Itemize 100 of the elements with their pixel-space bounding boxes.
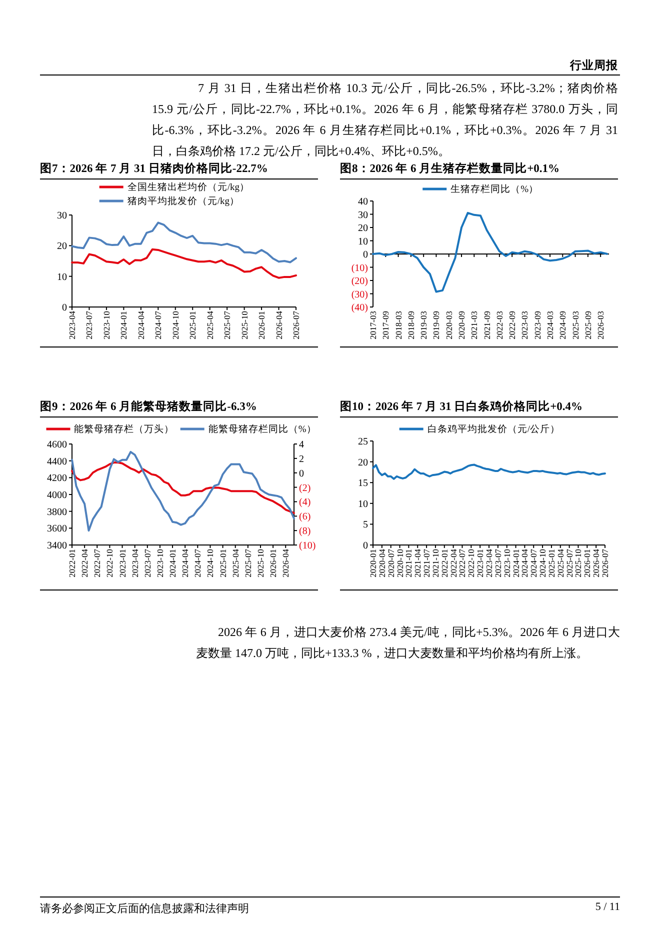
y-tick-label: 0	[62, 302, 67, 314]
x-tick-label: 2022-07	[92, 549, 102, 578]
x-tick-label: 2019-03	[418, 311, 429, 340]
legend-label: 白条鸡平均批发价（元/公斤）	[427, 423, 560, 435]
x-tick-label: 2024-01	[510, 549, 521, 578]
y-tick-label: 25	[358, 436, 368, 448]
x-tick-label: 2024-07	[153, 311, 164, 340]
y-tick-label: 20	[57, 241, 67, 252]
x-tick-label: 2025-04	[230, 548, 240, 578]
x-tick-label: 2025-07	[222, 311, 232, 340]
text: 2026 年 6 月，进口大麦价格 273.4 美元/吨，同比+5.3%。2026 年 6 月进口大麦数量 147.0 万吨，同比+133.3 %，进口大麦数量和平均价格均有所上涨。	[196, 624, 620, 662]
y-tick-label: 3600	[47, 524, 67, 535]
x-tick-label: 2020-07	[386, 549, 396, 578]
y2-tick-label: (8)	[299, 526, 311, 538]
x-tick-label: 2022-07	[457, 549, 468, 578]
x-tick-label: 2025-07	[564, 549, 574, 578]
y-tick-label: 4400	[47, 456, 67, 468]
y2-tick-label: (10)	[299, 540, 316, 552]
x-tick-label: 2025-01	[546, 549, 556, 578]
y-tick-label: 10	[358, 498, 368, 510]
x-tick-label: 2025-01	[218, 549, 228, 578]
x-tick-label: 2024-04	[520, 548, 530, 578]
x-tick-label: 2022-10	[104, 549, 115, 578]
x-tick-label: 2026-01	[582, 549, 592, 578]
y-tick-label: (30)	[351, 289, 368, 300]
y2-tick-label: (4)	[299, 497, 311, 508]
x-tick-label: 2025-07	[242, 549, 253, 578]
y2-tick-label: 2	[299, 454, 304, 465]
y-tick-label: 5	[363, 520, 368, 531]
legend-label: 能繁母猪存栏（万头）	[74, 423, 174, 435]
line-series	[372, 212, 608, 293]
x-tick-label: 2026-04	[280, 548, 291, 578]
y-tick-label: (20)	[351, 276, 368, 287]
x-tick-label: 2025-10	[255, 549, 266, 578]
x-tick-label: 2023-04	[130, 548, 140, 578]
y-tick-label: 4200	[47, 473, 67, 484]
x-tick-label: 2024-10	[170, 311, 180, 340]
y-tick-label: 10	[358, 236, 368, 248]
x-tick-label: 2023-04	[484, 548, 494, 578]
x-tick-label: 2024-09	[558, 311, 568, 340]
x-tick-label: 2024-01	[118, 311, 129, 340]
x-tick-label: 2026-01	[268, 549, 278, 578]
x-tick-label: 2024-07	[192, 549, 203, 578]
text: 行业周报	[570, 58, 618, 73]
y-tick-label: 30	[358, 210, 368, 221]
x-tick-label: 2023-07	[84, 311, 94, 340]
x-tick-label: 2023-03	[520, 311, 530, 340]
y-tick-label: (40)	[351, 302, 368, 314]
chart-title: 图8：2026 年 6 月生猪存栏数量同比+0.1%	[340, 161, 560, 175]
x-tick-label: 2022-04	[80, 548, 90, 578]
x-tick-label: 2023-10	[101, 311, 112, 340]
x-tick-label: 2024-07	[528, 549, 539, 578]
x-tick-label: 2024-10	[205, 549, 216, 578]
x-tick-label: 2024-04	[136, 310, 146, 340]
x-tick-label: 2022-10	[466, 549, 476, 578]
x-tick-label: 2020-09	[456, 311, 466, 340]
x-tick-label: 2025-04	[555, 548, 566, 578]
y-tick-label: 30	[57, 210, 67, 222]
line-series	[71, 450, 295, 532]
x-tick-label: 2021-03	[469, 311, 480, 340]
legend-label: 猪肉平均批发价（元/kg）	[127, 195, 240, 207]
x-tick-label: 2022-01	[67, 549, 77, 578]
x-tick-label: 2022-04	[448, 548, 458, 578]
legend-label: 能繁母猪存栏同比（%）	[208, 423, 316, 435]
x-tick-label: 2020-04	[376, 548, 387, 578]
x-tick-label: 2024-01	[168, 549, 178, 578]
x-tick-label: 2025-10	[239, 311, 250, 340]
x-tick-label: 2021-10	[430, 549, 440, 578]
x-tick-label: 2024-04	[180, 548, 190, 578]
y-tick-label: 0	[363, 250, 368, 260]
y2-tick-label: 4	[299, 440, 304, 450]
x-tick-label: 2023-09	[532, 311, 542, 340]
y-tick-label: 4000	[47, 490, 67, 501]
chart-title: 图9：2026 年 6 月能繁母猪数量同比-6.3%	[40, 399, 257, 413]
x-tick-label: 2026-04	[591, 548, 602, 578]
x-tick-label: 2023-10	[154, 549, 165, 578]
line-series	[71, 248, 297, 279]
x-tick-label: 2021-01	[404, 549, 414, 578]
x-tick-label: 2025-10	[573, 549, 584, 578]
x-tick-label: 2020-03	[444, 311, 454, 340]
x-tick-label: 2018-09	[406, 311, 416, 340]
x-tick-label: 2025-09	[582, 311, 593, 340]
x-tick-label: 2025-03	[570, 311, 580, 340]
y-tick-label: 20	[358, 457, 368, 468]
x-tick-label: 2023-10	[502, 549, 512, 578]
legend-label: 全国生猪出栏均价（元/kg）	[127, 181, 250, 193]
line-series	[372, 464, 606, 480]
x-tick-label: 2017-03	[368, 311, 378, 340]
x-tick-label: 2021-09	[482, 311, 492, 340]
y2-tick-label: (6)	[299, 512, 311, 523]
line-series	[71, 222, 297, 264]
y-tick-label: 20	[358, 223, 368, 234]
line-series	[71, 462, 295, 514]
y-tick-label: 15	[358, 478, 368, 490]
x-tick-label: 2026-07	[291, 311, 301, 340]
y-tick-label: (10)	[351, 262, 368, 274]
x-tick-label: 2025-01	[188, 311, 198, 340]
x-tick-label: 2017-09	[380, 311, 391, 340]
y-tick-label: 4600	[47, 440, 67, 450]
x-tick-label: 2023-01	[475, 549, 486, 578]
